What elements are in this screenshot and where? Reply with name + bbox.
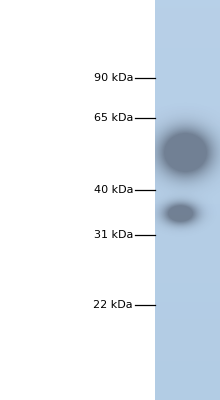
Text: 40 kDa: 40 kDa <box>94 185 133 195</box>
Text: 22 kDa: 22 kDa <box>93 300 133 310</box>
Text: 31 kDa: 31 kDa <box>94 230 133 240</box>
Text: 65 kDa: 65 kDa <box>94 113 133 123</box>
Text: 90 kDa: 90 kDa <box>94 73 133 83</box>
